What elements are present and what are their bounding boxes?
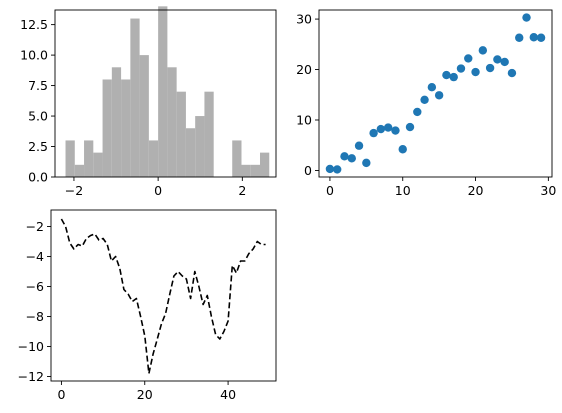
scatter-point xyxy=(333,165,342,174)
scatter-point xyxy=(536,33,546,42)
scatter-point xyxy=(369,128,378,138)
histogram-bar xyxy=(195,116,205,177)
scatter-point xyxy=(376,124,386,134)
histogram-bar xyxy=(93,152,103,177)
y-tick-label: −6 xyxy=(26,279,44,294)
histogram-bar xyxy=(111,67,122,177)
watermark-text: CSDN @不秃头小白 xyxy=(410,386,548,404)
scatter-point xyxy=(507,68,517,78)
histogram-bar xyxy=(158,6,168,178)
histogram-panel: −2 0 2 0.0 2.5 5.0 7.5 10.0 12.5 xyxy=(20,6,277,198)
y-tick-label: 7.5 xyxy=(28,78,48,93)
axes-frame xyxy=(318,9,553,178)
scatter-panel: 0 10 20 30 0 10 20 30 xyxy=(296,9,556,198)
scatter-point xyxy=(522,13,531,22)
histogram-bar xyxy=(84,140,94,177)
scatter-point xyxy=(325,164,335,174)
y-tick-label: 20 xyxy=(296,62,312,77)
scatter-point xyxy=(449,72,458,82)
axes-frame xyxy=(50,209,277,382)
series-line xyxy=(60,218,266,375)
histogram-bar xyxy=(185,128,196,177)
y-tick-label: −8 xyxy=(26,309,44,324)
y-tick-label: 5.0 xyxy=(28,109,48,124)
y-tick-label: 2.5 xyxy=(28,139,48,154)
scatter-point xyxy=(340,152,349,161)
y-tick-label: 0 xyxy=(304,163,312,178)
y-tick-label: 12.5 xyxy=(20,17,48,32)
scatter-point xyxy=(442,70,451,80)
scatter-point xyxy=(398,145,407,154)
scatter-point xyxy=(405,122,415,132)
scatter-point xyxy=(420,95,429,105)
x-tick-label: 20 xyxy=(137,387,153,402)
histogram-bar xyxy=(102,79,112,177)
scatter-point xyxy=(485,63,495,73)
y-tick-label: 0.0 xyxy=(28,170,48,185)
axes-frame xyxy=(54,9,277,178)
histogram-bar xyxy=(74,164,85,177)
x-tick-label: 0 xyxy=(57,387,65,402)
scatter-point xyxy=(383,123,393,132)
y-tick-label: −4 xyxy=(26,249,44,264)
histogram-bar xyxy=(176,91,186,177)
y-tick-label: −10 xyxy=(18,339,44,354)
scatter-point xyxy=(391,126,400,135)
histogram-bar xyxy=(130,18,140,177)
scatter-point xyxy=(434,91,444,100)
histogram-bar xyxy=(121,79,131,177)
scatter-point xyxy=(456,64,466,73)
x-tick-label: 10 xyxy=(395,183,411,198)
histogram-bar xyxy=(167,67,177,177)
scatter-point xyxy=(413,107,422,117)
x-tick-label: 30 xyxy=(540,183,556,198)
histogram-bar xyxy=(139,55,149,177)
x-tick-label: 40 xyxy=(220,387,236,402)
x-tick-label: 0 xyxy=(326,183,334,198)
histogram-bar xyxy=(250,164,261,177)
y-tick-label: 10.0 xyxy=(20,48,48,63)
scatter-point xyxy=(347,154,356,163)
histogram-bar xyxy=(204,91,214,177)
scatter-point xyxy=(427,82,437,92)
y-tick-label: −12 xyxy=(18,369,44,384)
histogram-bar xyxy=(65,140,75,177)
scatter-point xyxy=(471,67,480,77)
scatter-point xyxy=(478,46,488,55)
scatter-point xyxy=(500,57,509,67)
x-tick-label: 20 xyxy=(468,183,484,198)
scatter-point xyxy=(515,33,524,42)
histogram-bar xyxy=(260,152,270,177)
y-tick-label: −2 xyxy=(26,219,44,234)
dashed-line-panel: 0 20 40 −2 −4 −6 −8 −10 −12 xyxy=(18,209,277,402)
histogram-bar xyxy=(148,140,159,177)
histogram-bar xyxy=(241,164,251,177)
scatter-point xyxy=(354,141,364,150)
scatter-point xyxy=(529,33,538,42)
y-tick-label: 10 xyxy=(296,112,312,127)
y-tick-label: 30 xyxy=(296,12,312,27)
histogram-bar xyxy=(232,140,242,177)
scatter-point xyxy=(362,158,371,168)
scatter-point xyxy=(464,54,473,63)
scatter-point xyxy=(493,55,502,64)
x-tick-label: 0 xyxy=(154,183,162,198)
x-tick-label: 2 xyxy=(238,183,246,198)
x-tick-label: −2 xyxy=(65,183,83,198)
